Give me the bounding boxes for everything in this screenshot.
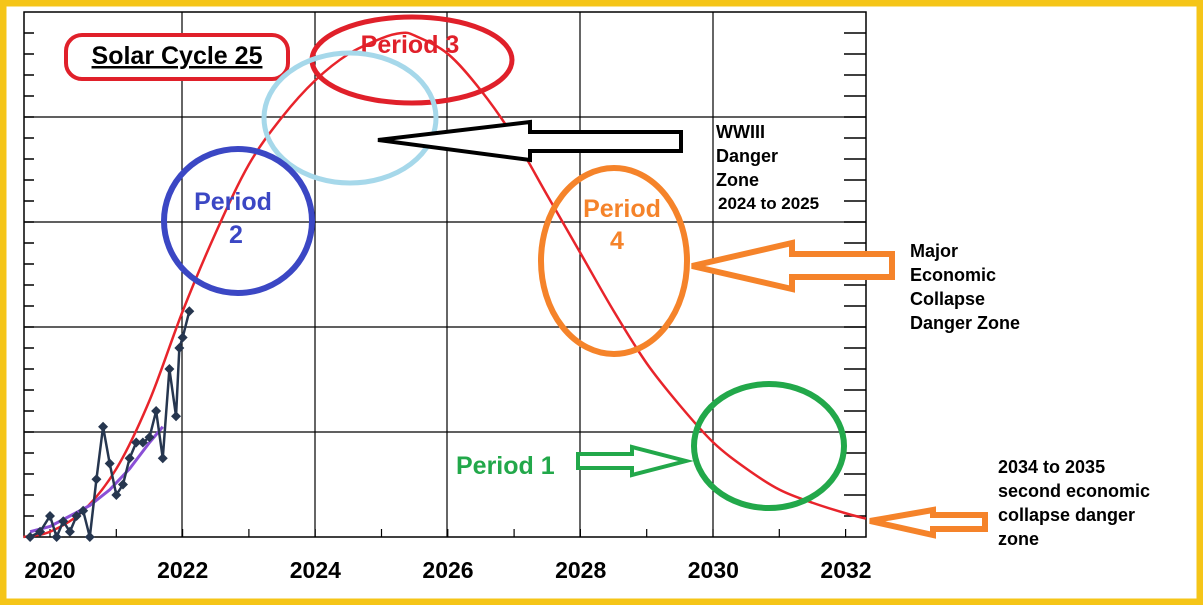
light-blue-ellipse bbox=[261, 50, 439, 186]
observed-point bbox=[58, 516, 69, 527]
x-tick-label-2020: 2020 bbox=[24, 557, 75, 583]
major-collapse-annotation: Major Economic Collapse Danger Zone bbox=[910, 241, 1020, 333]
wwiii-arrow bbox=[377, 119, 683, 163]
second-collapse-annotation: 2034 to 2035 second economic collapse da… bbox=[998, 457, 1150, 549]
major-text-3: Collapse bbox=[910, 289, 985, 309]
wwiii-text-2: Danger bbox=[716, 146, 778, 166]
title-box-border bbox=[64, 33, 290, 81]
observed-point bbox=[164, 364, 175, 374]
major-collapse-arrow bbox=[691, 239, 895, 293]
series-group bbox=[23, 31, 867, 542]
period-4-label-line2: 4 bbox=[610, 227, 624, 255]
period-2-label-line2: 2 bbox=[229, 221, 243, 249]
x-tick-label-2026: 2026 bbox=[422, 557, 473, 583]
period-1-arrow bbox=[576, 444, 694, 478]
observed-point bbox=[71, 511, 82, 521]
observed-point bbox=[64, 526, 75, 537]
second-text-4: zone bbox=[998, 529, 1039, 549]
x-tick-label-2032: 2032 bbox=[820, 557, 871, 583]
wwiii-text-3: Zone bbox=[716, 170, 759, 190]
observed-point bbox=[111, 490, 122, 500]
observed-point bbox=[117, 479, 128, 490]
second-text-2: second economic bbox=[998, 481, 1150, 501]
wwiii-text-1: WWIII bbox=[716, 122, 765, 142]
x-tick-label-2028: 2028 bbox=[555, 557, 606, 583]
observed-point bbox=[104, 458, 115, 469]
period-1-circle bbox=[691, 381, 847, 511]
period-1-label: Period 1 bbox=[456, 452, 555, 480]
x-tick-label-2024: 2024 bbox=[290, 557, 341, 583]
period-2-circle bbox=[161, 146, 315, 296]
x-axis-labels: 2020 2022 2024 2026 2028 2030 2032 bbox=[24, 557, 871, 583]
observed-point bbox=[51, 532, 62, 542]
observed-point bbox=[144, 432, 155, 443]
major-text-4: Danger Zone bbox=[910, 313, 1020, 333]
prediction-curve-line bbox=[23, 31, 867, 539]
chart-title: Solar Cycle 25 bbox=[92, 42, 263, 70]
second-collapse-arrow bbox=[869, 506, 988, 539]
second-text-3: collapse danger bbox=[998, 505, 1135, 525]
observed-point bbox=[184, 306, 195, 317]
observed-point bbox=[157, 453, 168, 464]
observed-point bbox=[35, 526, 46, 537]
observed-point bbox=[131, 437, 142, 448]
x-tick-label-2030: 2030 bbox=[688, 557, 739, 583]
observed-point bbox=[84, 532, 95, 542]
observed-point bbox=[124, 453, 135, 464]
major-text-2: Economic bbox=[910, 265, 996, 285]
observed-point bbox=[137, 437, 148, 448]
wwiii-text-4: 2024 to 2025 bbox=[718, 194, 819, 213]
title-box: Solar Cycle 25 bbox=[64, 33, 290, 81]
observed-point bbox=[98, 421, 109, 432]
observed-point bbox=[78, 505, 89, 516]
observed-point bbox=[25, 532, 36, 542]
observed-point bbox=[151, 406, 162, 416]
period-2-label-line1: Period bbox=[194, 188, 272, 216]
major-text-1: Major bbox=[910, 241, 958, 261]
observed-point bbox=[174, 343, 185, 353]
observed-point bbox=[171, 411, 182, 422]
wwiii-annotation: WWIII Danger Zone 2024 to 2025 bbox=[716, 122, 819, 213]
observed-point bbox=[177, 332, 188, 343]
observed-point bbox=[91, 474, 102, 485]
observed-point bbox=[45, 511, 55, 521]
period-4-label-line1: Period bbox=[583, 195, 661, 223]
second-text-1: 2034 to 2035 bbox=[998, 457, 1105, 477]
period-4-ellipse bbox=[538, 165, 690, 357]
x-tick-label-2022: 2022 bbox=[157, 557, 208, 583]
